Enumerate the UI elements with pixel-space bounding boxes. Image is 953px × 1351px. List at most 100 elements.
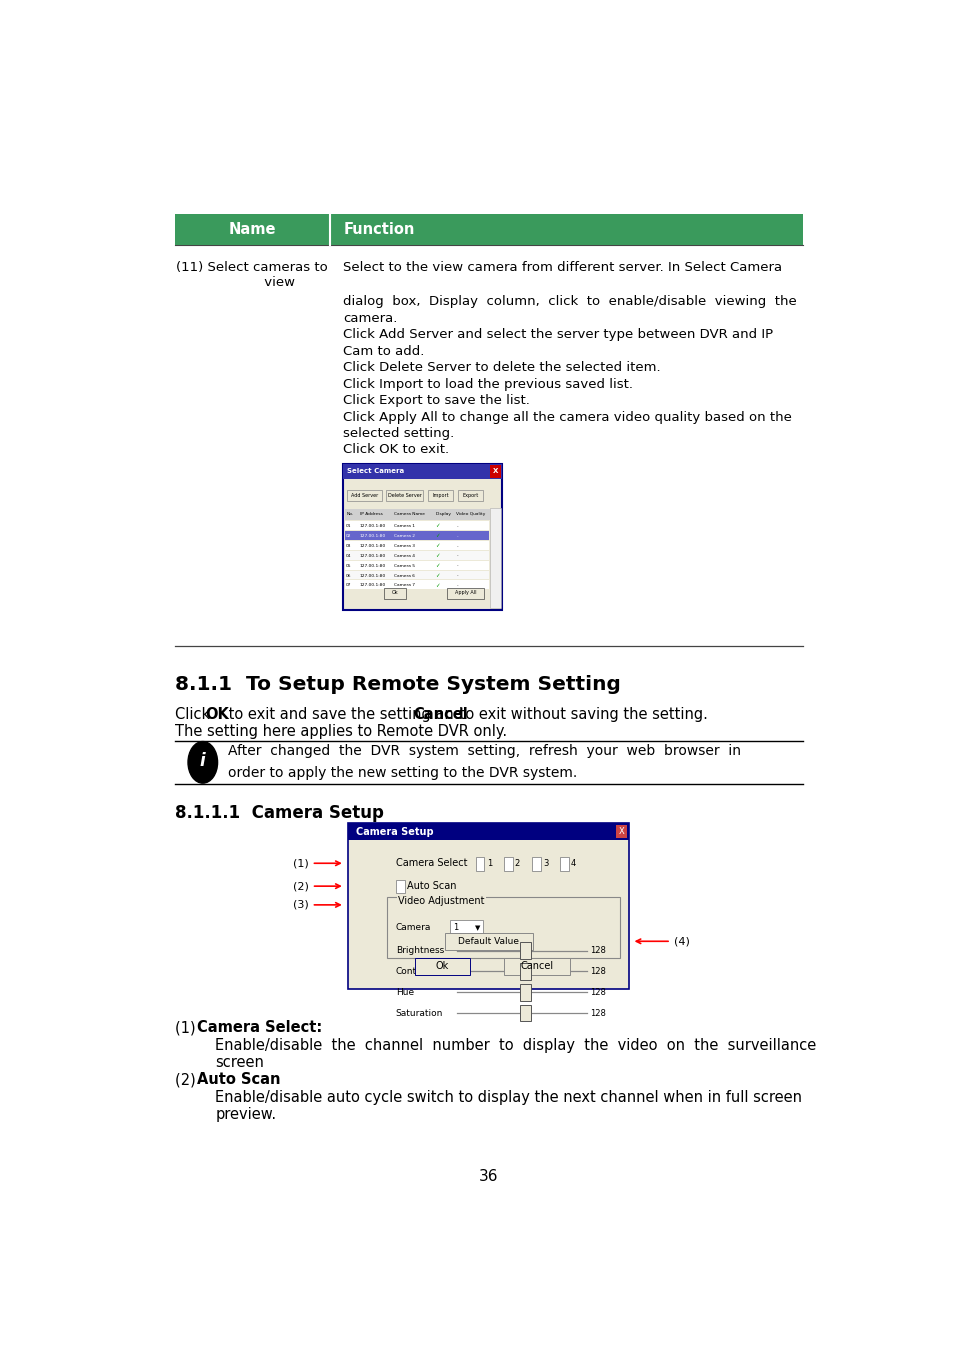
Text: ✓: ✓ <box>436 534 439 539</box>
Text: camera.: camera. <box>343 312 397 324</box>
Text: Camera Select:: Camera Select: <box>196 1020 322 1035</box>
Text: 04: 04 <box>346 554 352 558</box>
Text: Camera 4: Camera 4 <box>394 554 415 558</box>
Text: (2): (2) <box>293 881 340 892</box>
Text: ✓: ✓ <box>436 582 439 588</box>
FancyBboxPatch shape <box>519 1005 530 1021</box>
FancyBboxPatch shape <box>457 490 482 501</box>
FancyBboxPatch shape <box>344 540 488 550</box>
Text: Click OK to exit.: Click OK to exit. <box>343 443 449 457</box>
FancyBboxPatch shape <box>490 465 500 477</box>
Text: Cancel: Cancel <box>520 962 553 971</box>
Text: ✓: ✓ <box>436 563 439 569</box>
Text: Brightness: Brightness <box>395 946 443 955</box>
Text: 02: 02 <box>346 534 352 538</box>
Text: -: - <box>456 574 458 578</box>
Text: Saturation: Saturation <box>395 1009 443 1017</box>
Text: 128: 128 <box>590 1009 605 1017</box>
FancyBboxPatch shape <box>503 857 512 870</box>
Text: 1: 1 <box>486 859 492 867</box>
FancyBboxPatch shape <box>519 963 530 979</box>
FancyBboxPatch shape <box>519 984 530 1001</box>
Text: Ok: Ok <box>392 590 398 596</box>
Text: Import: Import <box>432 493 449 497</box>
FancyBboxPatch shape <box>383 588 406 600</box>
Text: 01: 01 <box>346 524 352 528</box>
Text: Function: Function <box>343 222 415 238</box>
FancyBboxPatch shape <box>531 857 540 870</box>
FancyBboxPatch shape <box>446 588 483 600</box>
Text: (11) Select cameras to
             view: (11) Select cameras to view <box>176 261 328 289</box>
FancyBboxPatch shape <box>415 958 470 974</box>
Text: Cam to add.: Cam to add. <box>343 345 424 358</box>
Text: 8.1.1  To Setup Remote System Setting: 8.1.1 To Setup Remote System Setting <box>174 676 619 694</box>
FancyBboxPatch shape <box>490 508 500 608</box>
Text: 127.00.1:80: 127.00.1:80 <box>359 563 385 567</box>
Text: X: X <box>618 827 624 836</box>
Text: preview.: preview. <box>215 1106 276 1121</box>
Text: (2): (2) <box>174 1073 200 1088</box>
Text: 127.00.1:80: 127.00.1:80 <box>359 544 385 549</box>
Text: 127.00.1:80: 127.00.1:80 <box>359 574 385 578</box>
Text: (1): (1) <box>174 1020 200 1035</box>
FancyBboxPatch shape <box>174 213 802 246</box>
FancyBboxPatch shape <box>344 561 488 570</box>
FancyBboxPatch shape <box>343 463 501 609</box>
Text: 8.1.1.1  Camera Setup: 8.1.1.1 Camera Setup <box>174 804 383 821</box>
Text: Click Add Server and select the server type between DVR and IP: Click Add Server and select the server t… <box>343 328 773 342</box>
Text: Click Apply All to change all the camera video quality based on the: Click Apply All to change all the camera… <box>343 411 791 423</box>
Text: Camera 7: Camera 7 <box>394 584 415 588</box>
Text: Display: Display <box>436 512 451 516</box>
FancyBboxPatch shape <box>344 521 488 530</box>
Text: (4): (4) <box>636 936 689 946</box>
Text: Video Quality: Video Quality <box>456 512 484 516</box>
Text: -: - <box>456 544 458 549</box>
Text: Auto Scan: Auto Scan <box>406 881 456 892</box>
Text: -: - <box>456 524 458 528</box>
Text: ✓: ✓ <box>436 573 439 578</box>
FancyBboxPatch shape <box>616 824 626 838</box>
Text: (1): (1) <box>293 858 340 869</box>
Text: X: X <box>493 469 497 474</box>
Text: Camera 2: Camera 2 <box>394 534 415 538</box>
Text: Auto Scan: Auto Scan <box>196 1073 280 1088</box>
Text: Camera Name: Camera Name <box>394 512 424 516</box>
FancyBboxPatch shape <box>444 934 533 950</box>
Text: Camera 5: Camera 5 <box>394 563 415 567</box>
Text: 127.00.1:80: 127.00.1:80 <box>359 584 385 588</box>
Text: ✓: ✓ <box>436 524 439 528</box>
Text: Camera 6: Camera 6 <box>394 574 415 578</box>
Text: Select Camera: Select Camera <box>347 469 404 474</box>
Text: Delete Server: Delete Server <box>387 493 421 497</box>
Text: order to apply the new setting to the DVR system.: order to apply the new setting to the DV… <box>228 766 577 780</box>
Text: 127.00.1:80: 127.00.1:80 <box>359 524 385 528</box>
Text: Enable/disable  the  channel  number  to  display  the  video  on  the  surveill: Enable/disable the channel number to dis… <box>215 1038 816 1052</box>
Text: Camera Setup: Camera Setup <box>355 827 433 836</box>
Text: Click Delete Server to delete the selected item.: Click Delete Server to delete the select… <box>343 361 660 374</box>
Text: 127.00.1:80: 127.00.1:80 <box>359 554 385 558</box>
Text: Select to the view camera from different server. In Select Camera: Select to the view camera from different… <box>343 261 781 274</box>
Text: -: - <box>456 554 458 558</box>
Text: Camera Select: Camera Select <box>395 858 467 869</box>
Text: The setting here applies to Remote DVR only.: The setting here applies to Remote DVR o… <box>174 724 506 739</box>
FancyBboxPatch shape <box>386 490 423 501</box>
Text: Camera: Camera <box>395 923 431 932</box>
Text: 128: 128 <box>590 946 605 955</box>
FancyBboxPatch shape <box>348 823 629 840</box>
FancyBboxPatch shape <box>344 581 488 589</box>
Text: 4: 4 <box>571 859 576 867</box>
Text: i: i <box>200 753 206 770</box>
FancyBboxPatch shape <box>344 531 488 540</box>
FancyBboxPatch shape <box>387 897 619 958</box>
Text: 3: 3 <box>542 859 548 867</box>
Text: (3): (3) <box>293 900 340 909</box>
FancyBboxPatch shape <box>559 857 568 870</box>
Text: Cancel: Cancel <box>413 707 467 723</box>
Text: Click Import to load the previous saved list.: Click Import to load the previous saved … <box>343 378 633 390</box>
FancyBboxPatch shape <box>347 490 382 501</box>
Text: ▼: ▼ <box>475 924 480 931</box>
Text: -: - <box>456 534 458 538</box>
Text: 128: 128 <box>590 967 605 975</box>
Text: Camera 1: Camera 1 <box>394 524 415 528</box>
Text: to exit and save the setting and: to exit and save the setting and <box>224 707 467 723</box>
